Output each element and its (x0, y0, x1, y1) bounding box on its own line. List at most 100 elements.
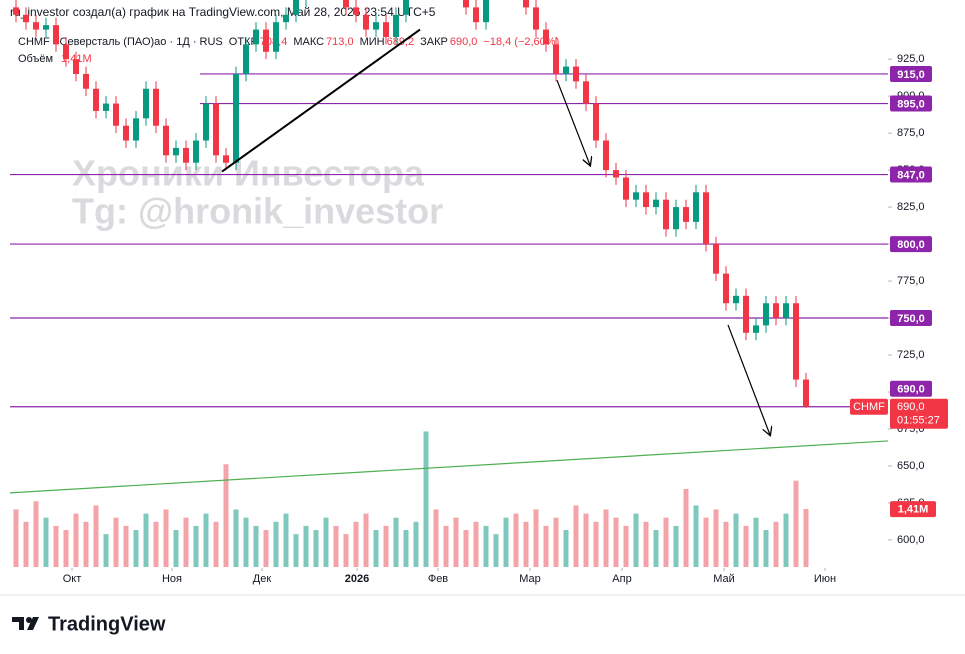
volume-bar (523, 521, 529, 567)
candle-body (43, 25, 49, 30)
candle-body (273, 22, 279, 52)
price-tag-box (890, 398, 948, 429)
logo-text: TradingView (48, 613, 166, 635)
volume-bar (223, 464, 229, 567)
volume-bar (293, 534, 299, 567)
symbol-tag: CHMF (853, 401, 885, 413)
candle-body (523, 0, 529, 8)
volume-bar (333, 525, 339, 567)
candle-body (543, 29, 549, 45)
candle-body (753, 325, 759, 333)
candle-body (203, 103, 209, 141)
logo-icon (12, 617, 39, 630)
level-label-box (890, 65, 932, 82)
volume-bar (683, 488, 689, 567)
candle-body (653, 199, 659, 208)
symbol-tag-box (850, 398, 888, 415)
candle-body (123, 125, 129, 141)
volume-bar (533, 509, 539, 567)
volume-bar (793, 480, 799, 567)
candle-body (83, 73, 89, 89)
volume-bar (493, 534, 499, 567)
volume-bar (393, 517, 399, 567)
arrow (727, 324, 770, 435)
volume-bar (733, 513, 739, 567)
candle-body (563, 66, 569, 74)
candle-body (383, 22, 389, 37)
x-tick-label: Дек (253, 573, 272, 585)
candle-body (193, 140, 199, 163)
volume-bar (93, 505, 99, 567)
volume-bar (183, 517, 189, 567)
x-tick-label: Фев (428, 573, 448, 585)
volume-bar (43, 517, 49, 567)
volume-bar (543, 525, 549, 567)
ohlc-value: 690,0 (450, 36, 478, 48)
watermark: Tg: @hronik_investor (72, 191, 443, 232)
candle-body (293, 0, 299, 15)
volume-bar (513, 513, 519, 567)
x-tick-label: Мар (519, 573, 541, 585)
trendline (10, 440, 888, 494)
candle-body (703, 192, 709, 245)
volume-bar (653, 530, 659, 567)
volume-bar (413, 521, 419, 567)
volume-bar (473, 521, 479, 567)
candle-body (533, 7, 539, 30)
x-tick-label: Май (713, 573, 735, 585)
volume-bar (623, 525, 629, 567)
arrow (556, 79, 590, 165)
volume-title: Объём (18, 53, 53, 65)
volume-bar (83, 521, 89, 567)
volume-bar (603, 509, 609, 567)
candle-body (663, 199, 669, 230)
volume-bar (383, 525, 389, 567)
volume-bar (33, 501, 39, 567)
volume-bar (743, 525, 749, 567)
volume-bar (763, 530, 769, 567)
trendline (221, 28, 421, 173)
x-tick-label: Ноя (162, 573, 182, 585)
volume-bar (203, 513, 209, 567)
candle-body (593, 103, 599, 141)
volume-bar (803, 509, 809, 567)
volume-bar (243, 517, 249, 567)
candle-body (473, 7, 479, 23)
volume-bar (303, 525, 309, 567)
volume-bar (443, 525, 449, 567)
volume-bar (363, 513, 369, 567)
ohlc-label: МАКС (293, 36, 324, 48)
level-label-box (890, 380, 932, 397)
volume-bar (433, 509, 439, 567)
volume-bar (123, 525, 129, 567)
candle-body (23, 14, 29, 23)
volume-bar (563, 530, 569, 567)
y-tick-label: 600,0 (897, 534, 925, 546)
volume-bar (113, 517, 119, 567)
volume-bar (633, 513, 639, 567)
volume-bar (453, 517, 459, 567)
candle-body (373, 22, 379, 30)
volume-bar (583, 513, 589, 567)
y-tick-label: 825,0 (897, 201, 925, 213)
level-label: 690,0 (897, 384, 925, 396)
candle-body (393, 14, 399, 37)
candle-body (713, 244, 719, 274)
level-label: 847,0 (897, 169, 925, 181)
volume-bar (373, 530, 379, 567)
candle-body (363, 14, 369, 30)
volume-bar (133, 530, 139, 567)
volume-bar (783, 513, 789, 567)
candle-body (733, 295, 739, 304)
volume-bar (463, 530, 469, 567)
volume-bar (173, 530, 179, 567)
candle-body (783, 303, 789, 319)
candle-body (233, 73, 239, 163)
level-label: 750,0 (897, 313, 925, 325)
y-tick-label: 650,0 (897, 460, 925, 472)
x-tick-label: Апр (612, 573, 631, 585)
y-tick-label: 775,0 (897, 275, 925, 287)
volume-bar (483, 525, 489, 567)
candle-body (483, 0, 489, 23)
